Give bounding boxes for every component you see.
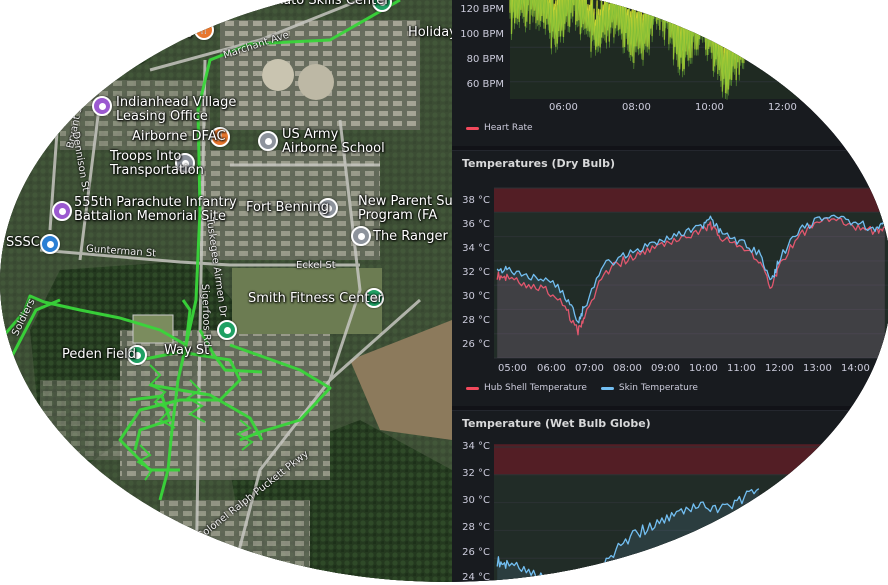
housing-pin-icon[interactable] [92, 96, 112, 116]
y-tick-label: 80 BPM [466, 54, 504, 65]
chart-legend: Hub Shell Temperature Skin Temperature [466, 383, 698, 393]
y-tick-label: 28 °C [462, 522, 490, 533]
x-tick-label: 06:00 [537, 363, 566, 374]
series-area [497, 217, 885, 358]
panel-title: Temperatures (Dry Bulb) [462, 157, 615, 170]
place-label: New Parent Supp Program (FA [358, 194, 452, 223]
place-label: US Army Airborne School [282, 127, 385, 156]
y-tick-label: 120 BPM [460, 4, 504, 15]
legend-swatch [466, 386, 479, 390]
y-tick-label: 32 °C [462, 267, 490, 278]
place-label: Troops Into Transportation [110, 149, 204, 178]
x-tick-label: 12:00 [765, 363, 794, 374]
dry-bulb-panel[interactable]: Temperatures (Dry Bulb) 38 °C 36 °C 34 °… [452, 150, 888, 406]
transit-pin-icon[interactable] [175, 153, 195, 173]
y-tick-label: 34 °C [462, 243, 490, 254]
place-label: SSSC [6, 235, 40, 250]
place-label: The Ranger Mu [373, 229, 452, 244]
road-label: Sigerfoos Rd [198, 283, 213, 348]
place-pin-icon[interactable] [372, 0, 392, 12]
road-label: Sights [184, 539, 211, 572]
x-tick-label: 08:00 [622, 102, 651, 113]
x-tick-label: 07:00 [575, 363, 604, 374]
x-tick-label: 14:00 [841, 363, 870, 374]
x-tick-label: 10:00 [689, 363, 718, 374]
place-label: Way St [164, 343, 210, 358]
threshold-band [494, 444, 888, 475]
y-tick-label: 32 °C [462, 468, 490, 479]
legend-swatch [466, 126, 479, 130]
place-label: Subway [144, 23, 196, 38]
x-tick-label: 11:00 [727, 363, 756, 374]
series-area [497, 215, 885, 358]
dry-bulb-chart [494, 187, 888, 359]
y-tick-label: 24 °C [462, 572, 490, 583]
y-tick-label: 100 BPM [460, 29, 504, 40]
field-pin-icon[interactable] [127, 345, 147, 365]
legend-label: Skin Temperature [618, 383, 698, 393]
place-label: Fort Benning [246, 200, 330, 215]
chart-legend: Heart Rate [466, 123, 533, 133]
y-tick-label: 36 °C [462, 219, 490, 230]
y-tick-label: 60 BPM [466, 79, 504, 90]
legend-label: Hub Shell Temperature [484, 383, 587, 393]
memorial-pin-icon[interactable] [52, 201, 72, 221]
threshold-band [494, 188, 888, 213]
y-tick-label: 26 °C [462, 547, 490, 558]
place-label: Smith Fitness Center [248, 291, 383, 306]
legend-item[interactable]: Skin Temperature [600, 383, 698, 393]
y-tick-label: 30 °C [462, 291, 490, 302]
place-label: Peden Field [62, 347, 137, 362]
legend-label: Heart Rate [484, 123, 533, 133]
museum-pin-icon[interactable] [351, 226, 371, 246]
x-tick-label: 06:00 [549, 102, 578, 113]
road-label: Eckel St [296, 260, 336, 271]
place-label: Holiday [408, 25, 452, 40]
wet-bulb-globe-chart [494, 444, 888, 582]
y-tick-label: 34 °C [462, 441, 490, 452]
restaurant-icon[interactable]: 🍴 [210, 127, 230, 147]
service-pin-icon[interactable] [40, 234, 60, 254]
legend-swatch [600, 386, 614, 390]
x-tick-label: 09:00 [651, 363, 680, 374]
place-label: Airborne DFAC [132, 129, 226, 144]
park-pin-icon[interactable] [217, 320, 237, 340]
place-label: Auto Skills Center [274, 0, 390, 8]
place-label: 555th Parachute Infantry Battalion Memor… [74, 195, 237, 224]
series-line [496, 488, 760, 582]
landmark-pin-icon[interactable] [258, 131, 278, 151]
fitness-pin-icon[interactable] [364, 288, 384, 308]
y-tick-label: 28 °C [462, 315, 490, 326]
panel-title: Temperature (Wet Bulb Globe) [462, 417, 651, 430]
x-tick-label: 10:00 [695, 102, 724, 113]
y-tick-label: 30 °C [462, 495, 490, 506]
satellite-map[interactable]: 🍴 🍴 Auto Skills Center Subway Holiday In… [0, 0, 452, 582]
x-tick-label: 13:00 [803, 363, 832, 374]
x-tick-label: 08:00 [613, 363, 642, 374]
heart-rate-panel[interactable]: 120 BPM 100 BPM 80 BPM 60 BPM 06:00 08:0… [452, 0, 888, 146]
y-tick-label: 26 °C [462, 339, 490, 350]
place-label: Indianhead Village Leasing Office [116, 95, 237, 124]
wet-bulb-globe-panel[interactable]: Temperature (Wet Bulb Globe) 34 °C 32 °C… [452, 410, 888, 583]
series-line [496, 217, 886, 336]
restaurant-icon[interactable]: 🍴 [194, 20, 214, 40]
landmark-pin-icon[interactable] [318, 198, 338, 218]
x-tick-label: 05:00 [498, 363, 527, 374]
series-line [496, 214, 885, 324]
x-tick-label: 12:00 [768, 102, 797, 113]
legend-item[interactable]: Heart Rate [466, 123, 533, 133]
y-tick-label: 38 °C [462, 195, 490, 206]
dashboard: 120 BPM 100 BPM 80 BPM 60 BPM 06:00 08:0… [452, 0, 888, 583]
legend-item[interactable]: Hub Shell Temperature [466, 383, 587, 393]
map-imagery [0, 0, 452, 582]
